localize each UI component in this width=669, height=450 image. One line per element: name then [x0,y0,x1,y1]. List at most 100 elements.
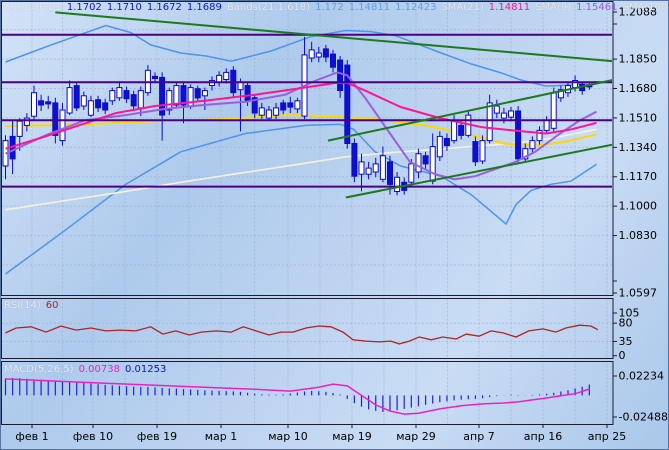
candle [508,110,514,118]
candle [280,102,287,111]
macd-axis-label: -0.02488 [619,410,668,423]
candle [294,100,301,110]
macd-signal-value: 0.00738 [78,364,120,375]
macd-axis-label: 0.02234 [619,370,665,383]
candle [159,76,166,116]
time-axis-label: мар 19 [332,430,372,443]
bands-middle-value: 1.14811 [348,2,391,13]
candle [251,97,258,114]
candle [116,87,123,99]
candle [23,117,30,126]
candle [73,85,80,109]
candle [201,90,208,97]
price-axis-label: 1.0830 [619,229,658,242]
bollinger-lower-band-line [5,123,597,275]
trend-line[interactable] [327,79,613,142]
candle [322,48,329,58]
time-axis-label: апр 16 [524,430,562,443]
time-axis-label: мар 10 [268,430,308,443]
rsi-panel-header: RSI(14) 60 [4,300,64,311]
candle [16,120,23,137]
macd-panel[interactable] [4,362,608,425]
trend-line[interactable] [55,11,613,63]
candle [273,107,280,116]
candle [109,90,116,102]
candle [102,102,109,111]
candle [194,88,201,99]
time-axis-label: фев 10 [73,430,113,443]
candle [429,146,436,182]
candle [95,99,102,109]
time-axis-label: фев 19 [137,430,177,443]
trend-line[interactable] [345,143,613,199]
rsi-indicator-label: RSI(14) [4,300,41,311]
bands-indicator-label: Bands(21,1.618) [226,2,311,13]
candle [173,85,180,106]
candle [529,140,536,150]
candle [543,119,550,131]
main-price-panel[interactable] [1,2,613,296]
high-value: 1.1710 [106,2,142,13]
rsi-axis-label: 105 [619,306,640,319]
candle [408,163,415,183]
price-axis-label: 1.1680 [619,82,658,95]
candle [237,81,244,91]
macd-panel-header: MACD(5,26,5) 0.00738 0.01253 [4,364,171,375]
macd-main-value: 0.01253 [124,364,167,375]
macd-indicator-label: MACD(5,26,5) [4,364,74,375]
candle [451,119,458,142]
price-axis-label: 1.1000 [619,200,658,213]
main-panel-frame [1,1,614,296]
candle [38,100,45,106]
rsi-axis-label: 0 [619,349,626,362]
candle [479,140,486,162]
bands-lower-value: 1.12423 [395,2,437,13]
rsi-axis-label: 35 [619,335,633,348]
candle [80,95,87,107]
candle [123,90,130,100]
candle [66,87,73,114]
price-axis-label: 1.1170 [619,170,658,183]
price-axis-label: 1.1850 [619,53,658,66]
candle [130,94,137,107]
time-axis-label: апр 7 [463,430,494,443]
candle [415,153,422,173]
candle [244,85,251,102]
time-axis-label: мар 1 [205,430,238,443]
candle [536,129,543,142]
symbol-period-label: USDCHF,D1 [3,2,62,13]
candle [308,49,315,59]
candle [443,138,450,147]
candle [180,85,187,106]
close-value: 1.1689 [186,2,222,13]
candle [137,90,144,109]
rsi-panel[interactable] [2,299,613,359]
bands-upper-value: 1.172 [315,2,344,13]
time-axis-label: фев 1 [15,430,48,443]
time-axis-label: мар 29 [396,430,436,443]
candle [223,71,230,81]
candle [458,124,465,136]
candle [394,176,401,193]
candle [344,64,351,144]
price-axis-label: 1.0597 [619,287,658,300]
candle [45,101,52,105]
candle [387,161,393,185]
candle [152,75,158,80]
main-chart-header: USDCHF,D1 1.1702 1.1710 1.1672 1.1689 Ba… [3,2,668,13]
candle [436,135,443,158]
candle [351,143,358,177]
rsi-panel-frame [1,298,614,359]
macd-signal-line [5,378,590,415]
rsi-axis-label: 80 [619,317,633,330]
sma9-indicator-label: SMA(9) [535,2,572,13]
candle [522,148,529,160]
candle [486,102,493,142]
candle [472,141,479,163]
candle [372,163,379,173]
candle [166,90,173,111]
candle [31,92,37,117]
candle [265,109,272,119]
